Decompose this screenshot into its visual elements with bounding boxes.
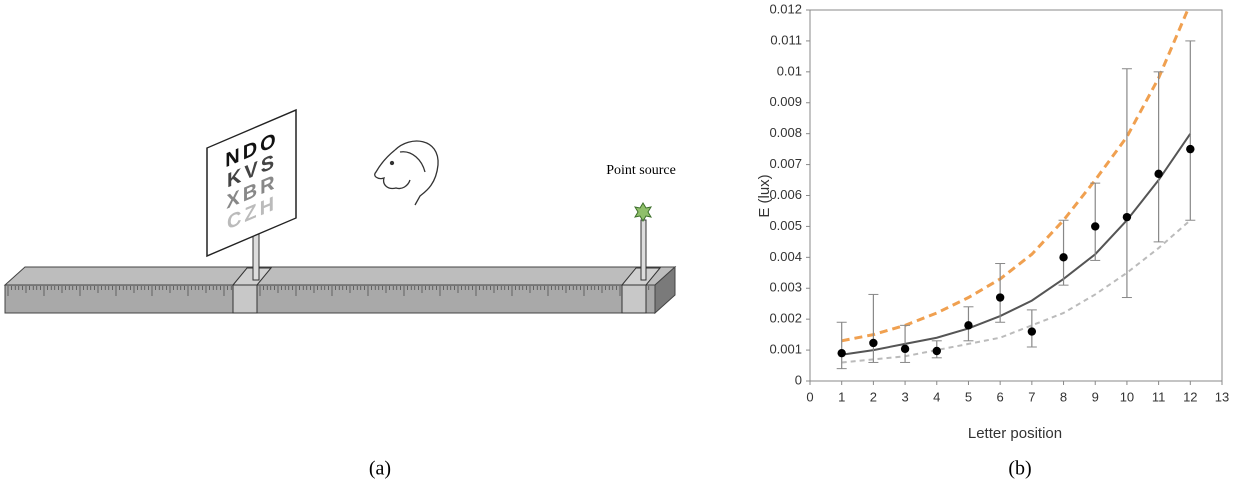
y-tick-label: 0.002: [769, 311, 802, 326]
fit-curve: [842, 134, 1191, 355]
x-tick-label: 11: [1152, 389, 1166, 404]
x-tick-label: 2: [870, 389, 877, 404]
x-tick-label: 7: [1028, 389, 1035, 404]
x-tick-label: 13: [1215, 389, 1229, 404]
panel-label: (a): [369, 458, 391, 480]
y-tick-label: 0.009: [769, 94, 802, 109]
y-tick-label: 0.004: [769, 249, 802, 264]
x-tick-label: 1: [838, 389, 845, 404]
y-tick-label: 0.006: [769, 187, 802, 202]
y-tick-label: 0: [795, 372, 802, 387]
figure: NDOKVSXBRCZH Point source (a) (b) Letter…: [0, 0, 1237, 489]
point-source-label: Point source: [606, 163, 676, 178]
x-tick-label: 6: [997, 389, 1004, 404]
x-tick-label: 10: [1120, 389, 1134, 404]
data-point: [1123, 213, 1131, 221]
x-tick-label: 4: [933, 389, 940, 404]
x-tick-label: 0: [806, 389, 813, 404]
page: {"panel_a": {"point_source": "Point sour…: [0, 0, 1237, 489]
x-tick-label: 12: [1183, 389, 1197, 404]
plot-area: [842, 4, 1191, 363]
fit-curve: [842, 4, 1191, 341]
y-tick-label: 0.01: [777, 63, 802, 78]
panel-label: (b): [1008, 458, 1031, 480]
data-point: [1028, 327, 1036, 335]
y-tick-label: 0.003: [769, 280, 802, 295]
observer-face: [375, 141, 438, 205]
y-tick-label: 0.008: [769, 125, 802, 140]
data-point: [1186, 145, 1194, 153]
optical-bench: [5, 267, 675, 313]
x-axis-label: Letter position: [968, 425, 1062, 442]
data-point: [901, 345, 909, 353]
data-point: [1091, 222, 1099, 230]
data-point: [964, 321, 972, 329]
x-tick-label: 8: [1060, 389, 1067, 404]
x-tick-label: 3: [901, 389, 908, 404]
y-tick-label: 0.007: [769, 156, 802, 171]
data-point: [933, 347, 941, 355]
y-tick-label: 0.011: [770, 32, 802, 47]
data-point: [837, 349, 845, 357]
data-point: [1059, 253, 1067, 261]
y-tick-label: 0.012: [769, 1, 802, 16]
point-source: Point source: [606, 163, 676, 280]
x-tick-label: 9: [1092, 389, 1099, 404]
fit-curve: [842, 220, 1191, 362]
data-point: [869, 339, 877, 347]
plot-frame: [810, 10, 1222, 381]
y-tick-label: 0.001: [769, 342, 802, 357]
data-point: [996, 293, 1004, 301]
x-tick-label: 5: [965, 389, 972, 404]
data-point: [1154, 170, 1162, 178]
y-tick-label: 0.005: [769, 218, 802, 233]
